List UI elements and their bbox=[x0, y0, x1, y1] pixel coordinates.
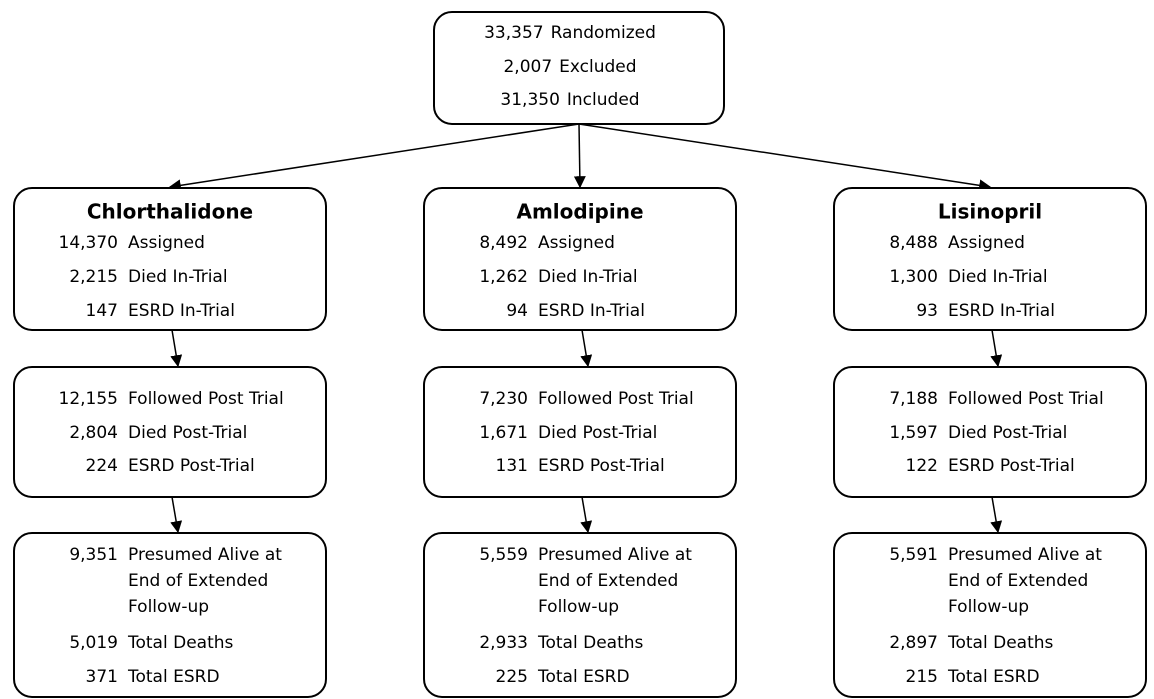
count: 8,488 bbox=[889, 233, 938, 253]
label: Follow-up bbox=[948, 597, 1029, 617]
label: Total ESRD bbox=[127, 667, 220, 687]
label: ESRD In-Trial bbox=[948, 301, 1055, 321]
label: ESRD Post-Trial bbox=[128, 456, 255, 476]
label: Died In-Trial bbox=[948, 267, 1048, 287]
label: Total ESRD bbox=[947, 667, 1040, 687]
count: 33,357 bbox=[484, 23, 543, 43]
count: 5,559 bbox=[479, 545, 528, 565]
label: ESRD Post-Trial bbox=[538, 456, 665, 476]
box bbox=[13, 187, 327, 331]
label: Died Post-Trial bbox=[128, 423, 247, 443]
count: 224 bbox=[86, 456, 118, 476]
count: 8,492 bbox=[479, 233, 528, 253]
label: Presumed Alive at bbox=[538, 545, 692, 565]
label: Died In-Trial bbox=[538, 267, 638, 287]
label: Died Post-Trial bbox=[948, 423, 1067, 443]
count: 1,262 bbox=[479, 267, 528, 287]
label: Presumed Alive at bbox=[128, 545, 282, 565]
count: 12,155 bbox=[59, 389, 118, 409]
label: Presumed Alive at bbox=[948, 545, 1102, 565]
label: End of Extended bbox=[948, 571, 1088, 591]
box bbox=[833, 187, 1147, 331]
label: Total Deaths bbox=[127, 633, 234, 653]
count: 122 bbox=[906, 456, 938, 476]
arrow bbox=[573, 123, 586, 189]
column-title: Chlorthalidone bbox=[87, 200, 253, 224]
label: Died Post-Trial bbox=[538, 423, 657, 443]
top-line: 33,357 Randomized bbox=[484, 23, 656, 43]
arrow bbox=[578, 123, 992, 192]
count: 215 bbox=[906, 667, 938, 687]
count: 371 bbox=[86, 667, 118, 687]
box bbox=[833, 532, 1147, 698]
count: 93 bbox=[916, 301, 938, 321]
box bbox=[13, 532, 327, 698]
arrow bbox=[168, 123, 580, 192]
count: 147 bbox=[86, 301, 118, 321]
top-line: 31,350 Included bbox=[500, 90, 639, 110]
label: Assigned bbox=[538, 233, 615, 253]
column-title: Amlodipine bbox=[516, 200, 643, 224]
box bbox=[423, 366, 737, 498]
count: 5,019 bbox=[69, 633, 118, 653]
count: 5,591 bbox=[889, 545, 938, 565]
label: End of Extended bbox=[538, 571, 678, 591]
box bbox=[13, 366, 327, 498]
label: Assigned bbox=[948, 233, 1025, 253]
arrow bbox=[580, 496, 593, 534]
arrow bbox=[170, 329, 183, 368]
label: Assigned bbox=[128, 233, 205, 253]
arrow bbox=[990, 329, 1003, 368]
count: 131 bbox=[496, 456, 528, 476]
box bbox=[423, 532, 737, 698]
count: 9,351 bbox=[69, 545, 118, 565]
label: ESRD Post-Trial bbox=[948, 456, 1075, 476]
top-line: 2,007 Excluded bbox=[503, 57, 636, 77]
label: Included bbox=[567, 90, 640, 110]
count: 2,804 bbox=[69, 423, 118, 443]
label: Excluded bbox=[559, 57, 636, 77]
count: 2,897 bbox=[889, 633, 938, 653]
count: 7,188 bbox=[889, 389, 938, 409]
box bbox=[833, 366, 1147, 498]
label: Total Deaths bbox=[947, 633, 1054, 653]
count: 14,370 bbox=[59, 233, 118, 253]
count: 2,007 bbox=[503, 57, 552, 77]
count: 2,933 bbox=[479, 633, 528, 653]
count: 94 bbox=[506, 301, 528, 321]
count: 2,215 bbox=[69, 267, 118, 287]
count: 31,350 bbox=[500, 90, 559, 110]
label: Followed Post Trial bbox=[948, 389, 1104, 409]
label: Followed Post Trial bbox=[128, 389, 284, 409]
label: ESRD In-Trial bbox=[538, 301, 645, 321]
count: 7,230 bbox=[479, 389, 528, 409]
label: Total Deaths bbox=[537, 633, 644, 653]
count: 1,597 bbox=[889, 423, 938, 443]
label: ESRD In-Trial bbox=[128, 301, 235, 321]
label: Randomized bbox=[551, 23, 656, 43]
label: Follow-up bbox=[538, 597, 619, 617]
count: 225 bbox=[496, 667, 528, 687]
arrow bbox=[990, 496, 1003, 534]
label: End of Extended bbox=[128, 571, 268, 591]
label: Followed Post Trial bbox=[538, 389, 694, 409]
box bbox=[423, 187, 737, 331]
arrow bbox=[170, 496, 183, 534]
count: 1,671 bbox=[479, 423, 528, 443]
label: Follow-up bbox=[128, 597, 209, 617]
label: Total ESRD bbox=[537, 667, 630, 687]
label: Died In-Trial bbox=[128, 267, 228, 287]
column-title: Lisinopril bbox=[938, 200, 1042, 224]
count: 1,300 bbox=[889, 267, 938, 287]
arrow bbox=[580, 329, 593, 368]
